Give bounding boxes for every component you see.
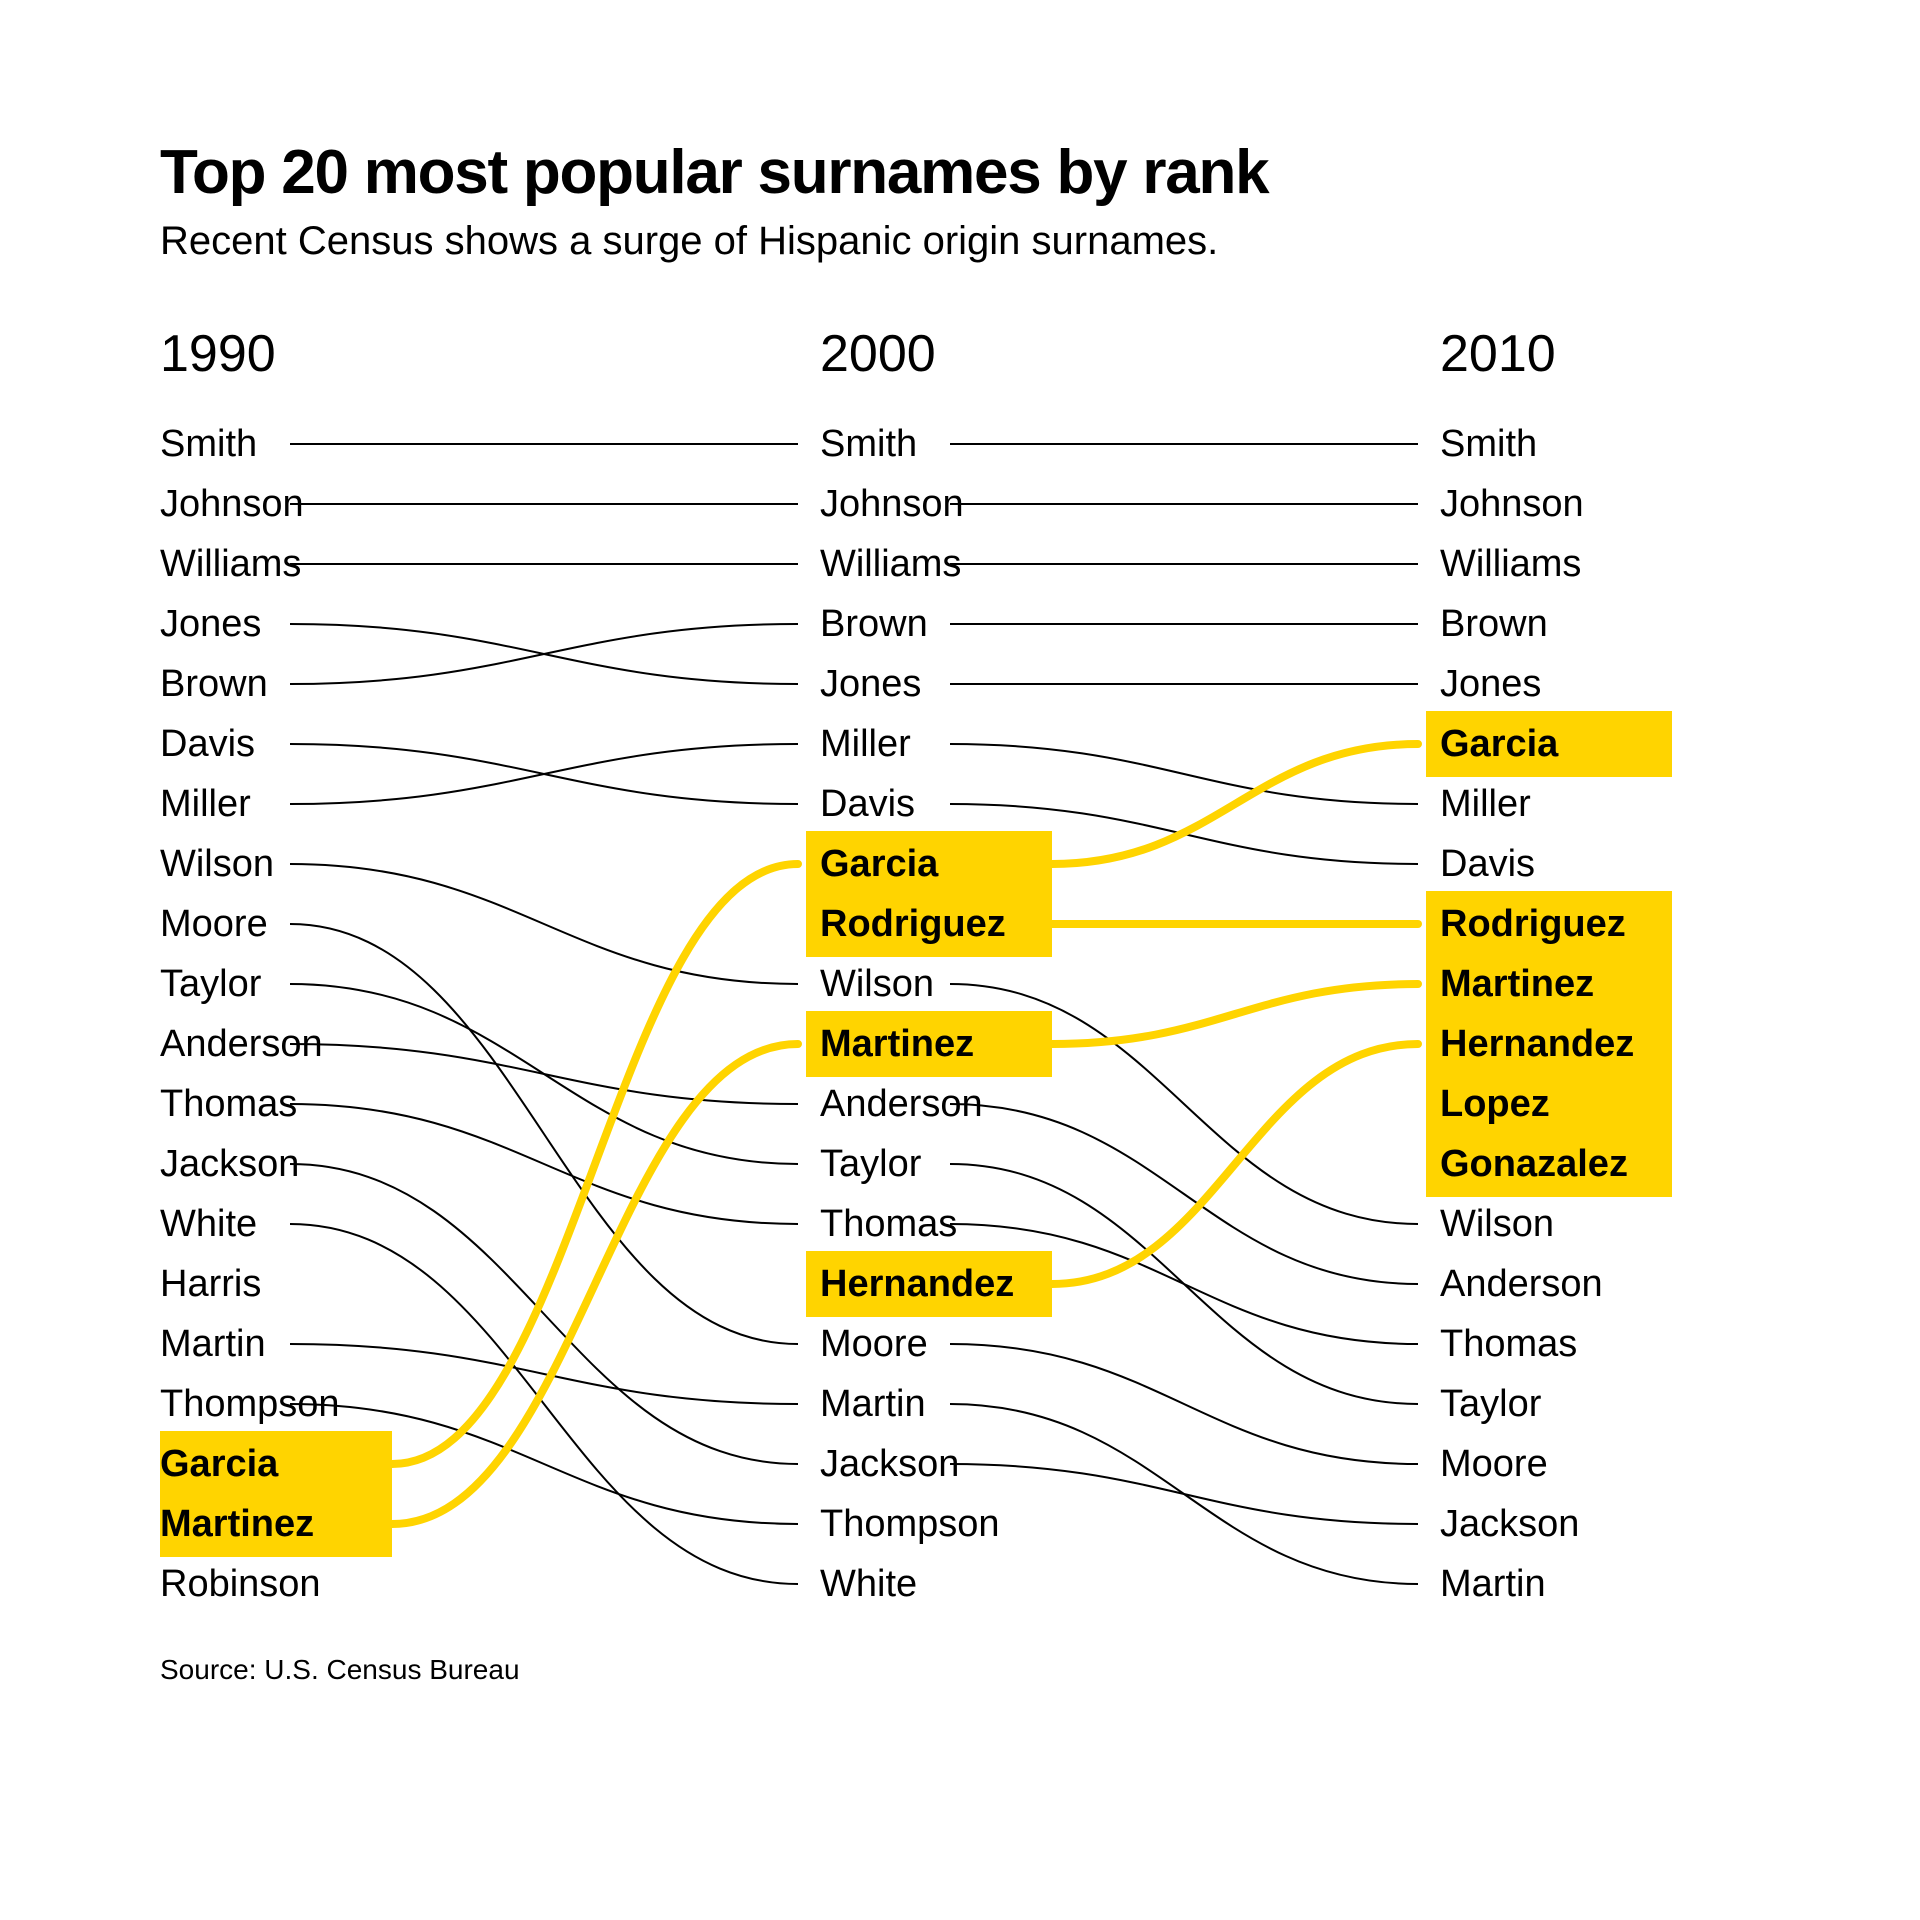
surname-label: Jackson — [820, 1445, 959, 1483]
surname-label: Jackson — [160, 1145, 299, 1183]
connector-highlight — [1052, 984, 1418, 1044]
connector — [290, 1404, 798, 1524]
connector-highlight — [392, 1044, 798, 1524]
connector — [950, 744, 1418, 804]
surname-label: Martin — [160, 1325, 266, 1363]
chart-title: Top 20 most popular surnames by rank — [160, 140, 1760, 205]
connector — [950, 1104, 1418, 1284]
column-header-2000: 2000 — [820, 324, 936, 384]
surname-label: Wilson — [160, 845, 274, 883]
connector — [290, 864, 798, 984]
surname-label: Thompson — [820, 1505, 1000, 1543]
surname-label: Anderson — [160, 1025, 323, 1063]
column-header-1990: 1990 — [160, 324, 276, 384]
surname-label: Thomas — [1440, 1325, 1577, 1363]
surname-label: Brown — [1440, 605, 1548, 643]
surname-label: Jones — [160, 605, 261, 643]
connector — [290, 1104, 798, 1224]
surname-label: Gonazalez — [1440, 1145, 1628, 1183]
surname-label: Brown — [820, 605, 928, 643]
connector — [290, 624, 798, 684]
surname-label: Lopez — [1440, 1085, 1550, 1123]
surname-label: Garcia — [160, 1445, 278, 1483]
surname-label: Wilson — [1440, 1205, 1554, 1243]
column-header-2010: 2010 — [1440, 324, 1556, 384]
connector — [290, 1344, 798, 1404]
surname-label: Miller — [820, 725, 911, 763]
connector-highlight — [1052, 744, 1418, 864]
surname-label: Davis — [160, 725, 255, 763]
connector-highlight — [1052, 1044, 1418, 1284]
connector — [950, 1164, 1418, 1404]
slope-chart: 1990 2000 2010 Smith Johnson Williams Jones Bro… — [160, 324, 1760, 1694]
surname-label: Moore — [820, 1325, 928, 1363]
surname-label: Taylor — [160, 965, 261, 1003]
surname-label: Jackson — [1440, 1505, 1579, 1543]
surname-label: Smith — [1440, 425, 1537, 463]
connector-highlight — [392, 864, 798, 1464]
surname-label: Hernandez — [820, 1265, 1014, 1303]
surname-label: Moore — [160, 905, 268, 943]
surname-label: Moore — [1440, 1445, 1548, 1483]
surname-label: Martin — [1440, 1565, 1546, 1603]
connector — [290, 1224, 798, 1584]
surname-label: Thompson — [160, 1385, 340, 1423]
surname-label: Williams — [820, 545, 961, 583]
surname-label: Smith — [160, 425, 257, 463]
surname-label: Martinez — [1440, 965, 1594, 1003]
connector — [290, 1164, 798, 1464]
connector — [290, 1044, 798, 1104]
connector — [950, 804, 1418, 864]
surname-label: Anderson — [820, 1085, 983, 1123]
surname-label: Garcia — [1440, 725, 1558, 763]
connector-layer — [160, 324, 1760, 1694]
surname-label: Williams — [160, 545, 301, 583]
connector — [950, 984, 1418, 1224]
surname-label: Jones — [820, 665, 921, 703]
surname-label: Rodriguez — [1440, 905, 1626, 943]
chart-subtitle: Recent Census shows a surge of Hispanic … — [160, 219, 1760, 264]
connector — [950, 1464, 1418, 1524]
page: Top 20 most popular surnames by rank Rec… — [0, 0, 1920, 1920]
connector — [290, 624, 798, 684]
surname-label: Taylor — [820, 1145, 921, 1183]
surname-label: Johnson — [820, 485, 964, 523]
surname-label: Anderson — [1440, 1265, 1603, 1303]
surname-label: Martin — [820, 1385, 926, 1423]
surname-label: Hernandez — [1440, 1025, 1634, 1063]
surname-label: Brown — [160, 665, 268, 703]
surname-label: Davis — [820, 785, 915, 823]
connector — [290, 924, 798, 1344]
connector — [290, 984, 798, 1164]
surname-label: Smith — [820, 425, 917, 463]
surname-label: Miller — [1440, 785, 1531, 823]
surname-label: Martinez — [160, 1505, 314, 1543]
surname-label: Wilson — [820, 965, 934, 1003]
surname-label: Williams — [1440, 545, 1581, 583]
connector — [950, 1404, 1418, 1584]
surname-label: Robinson — [160, 1565, 321, 1603]
connector — [290, 744, 798, 804]
surname-label: Johnson — [1440, 485, 1584, 523]
surname-label: Martinez — [820, 1025, 974, 1063]
surname-label: Garcia — [820, 845, 938, 883]
surname-label: Johnson — [160, 485, 304, 523]
surname-label: White — [820, 1565, 917, 1603]
surname-label: Harris — [160, 1265, 261, 1303]
connector — [950, 1344, 1418, 1464]
surname-label: Davis — [1440, 845, 1535, 883]
connector — [290, 744, 798, 804]
surname-label: Jones — [1440, 665, 1541, 703]
surname-label: White — [160, 1205, 257, 1243]
surname-label: Thomas — [160, 1085, 297, 1123]
surname-label: Miller — [160, 785, 251, 823]
connector — [950, 1224, 1418, 1344]
source-credit: Source: U.S. Census Bureau — [160, 1654, 520, 1686]
surname-label: Thomas — [820, 1205, 957, 1243]
surname-label: Rodriguez — [820, 905, 1006, 943]
surname-label: Taylor — [1440, 1385, 1541, 1423]
